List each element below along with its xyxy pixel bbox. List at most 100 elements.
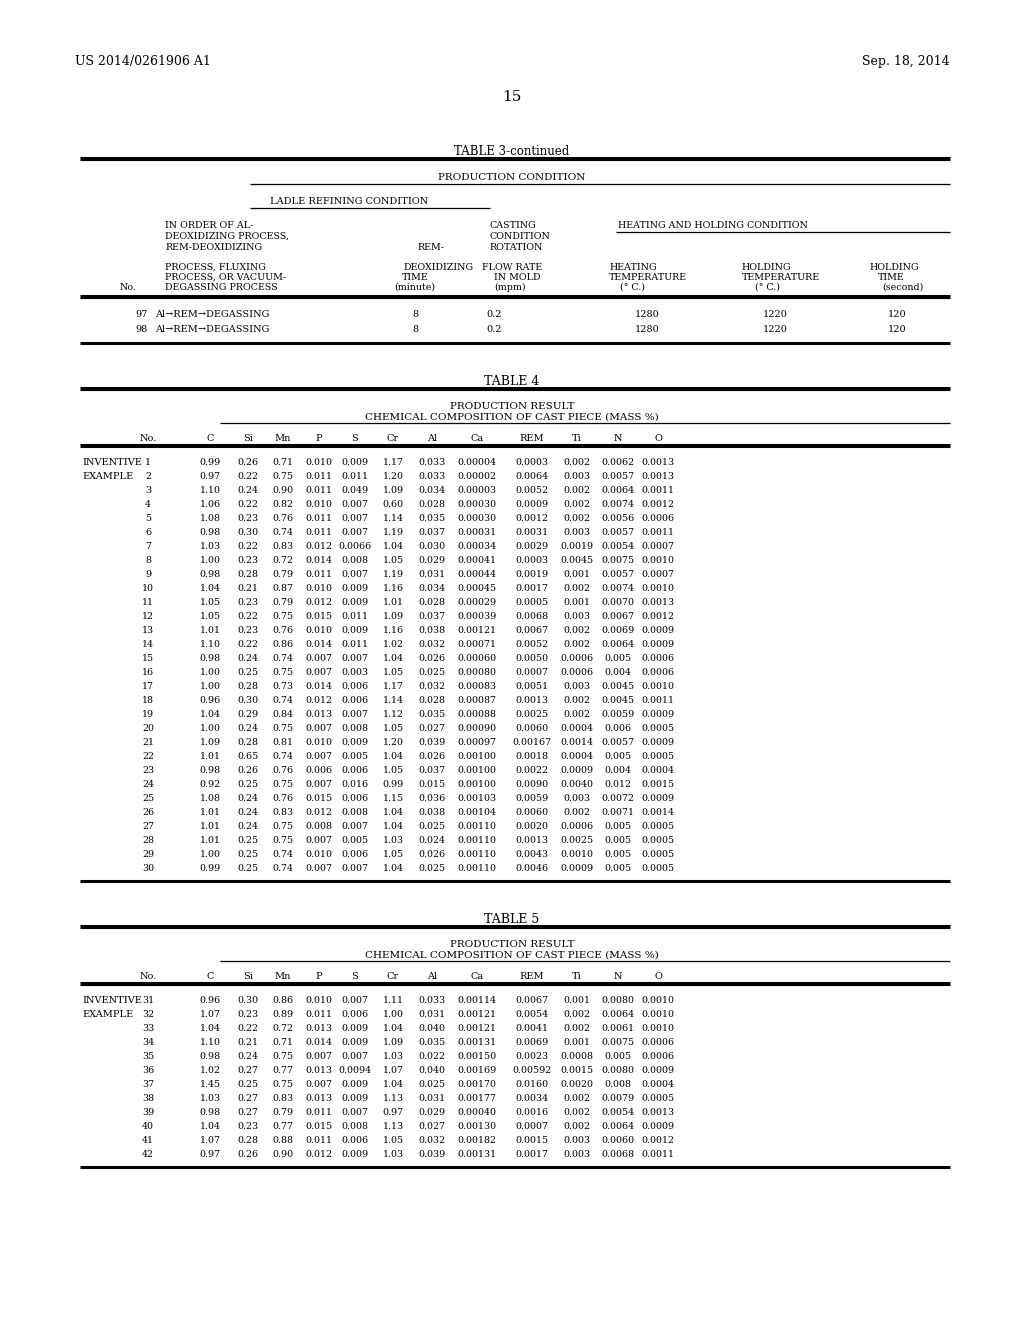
Text: LADLE REFINING CONDITION: LADLE REFINING CONDITION bbox=[270, 197, 428, 206]
Text: 20: 20 bbox=[142, 723, 154, 733]
Text: 0.014: 0.014 bbox=[305, 640, 333, 649]
Text: 0.0054: 0.0054 bbox=[601, 543, 635, 550]
Text: 0.0015: 0.0015 bbox=[515, 1137, 549, 1144]
Text: 0.030: 0.030 bbox=[419, 543, 445, 550]
Text: 0.0068: 0.0068 bbox=[515, 612, 549, 620]
Text: 0.77: 0.77 bbox=[272, 1067, 294, 1074]
Text: 0.0062: 0.0062 bbox=[601, 458, 635, 467]
Text: 0.23: 0.23 bbox=[238, 556, 259, 565]
Text: 0.0029: 0.0029 bbox=[515, 543, 549, 550]
Text: 0.0025: 0.0025 bbox=[560, 836, 594, 845]
Text: 0.012: 0.012 bbox=[305, 808, 333, 817]
Text: 0.035: 0.035 bbox=[419, 513, 445, 523]
Text: IN MOLD: IN MOLD bbox=[494, 273, 541, 282]
Text: Mn: Mn bbox=[274, 434, 291, 444]
Text: 0.014: 0.014 bbox=[305, 1038, 333, 1047]
Text: 0.77: 0.77 bbox=[272, 1122, 294, 1131]
Text: 1.00: 1.00 bbox=[200, 682, 220, 690]
Text: 0.26: 0.26 bbox=[238, 458, 259, 467]
Text: 0.24: 0.24 bbox=[238, 653, 258, 663]
Text: 0.00592: 0.00592 bbox=[512, 1067, 552, 1074]
Text: Al→REM→DEGASSING: Al→REM→DEGASSING bbox=[155, 325, 269, 334]
Text: 0.011: 0.011 bbox=[341, 640, 369, 649]
Text: Si: Si bbox=[243, 972, 253, 981]
Text: 0.79: 0.79 bbox=[272, 1107, 294, 1117]
Text: 0.0066: 0.0066 bbox=[338, 543, 372, 550]
Text: 1.08: 1.08 bbox=[200, 513, 220, 523]
Text: 0.011: 0.011 bbox=[305, 486, 333, 495]
Text: 0.22: 0.22 bbox=[238, 640, 258, 649]
Text: Al: Al bbox=[427, 434, 437, 444]
Text: 1.19: 1.19 bbox=[382, 570, 403, 579]
Text: 0.25: 0.25 bbox=[238, 780, 259, 789]
Text: 0.00110: 0.00110 bbox=[458, 850, 497, 859]
Text: 0.002: 0.002 bbox=[563, 696, 591, 705]
Text: 39: 39 bbox=[142, 1107, 155, 1117]
Text: 0.86: 0.86 bbox=[272, 640, 294, 649]
Text: 0.0074: 0.0074 bbox=[601, 500, 635, 510]
Text: 21: 21 bbox=[142, 738, 154, 747]
Text: 0.0005: 0.0005 bbox=[641, 723, 675, 733]
Text: 0.028: 0.028 bbox=[419, 598, 445, 607]
Text: 0.0069: 0.0069 bbox=[601, 626, 635, 635]
Text: 0.002: 0.002 bbox=[563, 1094, 591, 1104]
Text: 0.0009: 0.0009 bbox=[641, 1067, 675, 1074]
Text: 120: 120 bbox=[888, 310, 906, 319]
Text: 0.002: 0.002 bbox=[563, 640, 591, 649]
Text: 38: 38 bbox=[142, 1094, 154, 1104]
Text: 17: 17 bbox=[142, 682, 154, 690]
Text: 0.72: 0.72 bbox=[272, 1024, 294, 1034]
Text: 0.00087: 0.00087 bbox=[458, 696, 497, 705]
Text: 1.13: 1.13 bbox=[382, 1094, 403, 1104]
Text: 0.0067: 0.0067 bbox=[515, 997, 549, 1005]
Text: 35: 35 bbox=[142, 1052, 155, 1061]
Text: 0.0007: 0.0007 bbox=[641, 570, 675, 579]
Text: 0.0045: 0.0045 bbox=[601, 696, 635, 705]
Text: 0.0004: 0.0004 bbox=[641, 1080, 675, 1089]
Text: 0.00110: 0.00110 bbox=[458, 822, 497, 832]
Text: (minute): (minute) bbox=[394, 282, 435, 292]
Text: 0.0006: 0.0006 bbox=[641, 513, 675, 523]
Text: 0.0004: 0.0004 bbox=[560, 752, 594, 762]
Text: 0.00169: 0.00169 bbox=[458, 1067, 497, 1074]
Text: 0.013: 0.013 bbox=[305, 710, 333, 719]
Text: 0.00114: 0.00114 bbox=[458, 997, 497, 1005]
Text: 0.012: 0.012 bbox=[305, 598, 333, 607]
Text: 0.013: 0.013 bbox=[305, 1067, 333, 1074]
Text: 0.009: 0.009 bbox=[341, 598, 369, 607]
Text: 0.002: 0.002 bbox=[563, 710, 591, 719]
Text: 0.99: 0.99 bbox=[200, 865, 220, 873]
Text: 0.005: 0.005 bbox=[604, 1052, 632, 1061]
Text: 0.00030: 0.00030 bbox=[458, 513, 497, 523]
Text: 0.0023: 0.0023 bbox=[515, 1052, 549, 1061]
Text: 0.0006: 0.0006 bbox=[641, 668, 675, 677]
Text: 0.26: 0.26 bbox=[238, 1150, 259, 1159]
Text: 0.0057: 0.0057 bbox=[601, 473, 635, 480]
Text: 0.0067: 0.0067 bbox=[515, 626, 549, 635]
Text: 1.05: 1.05 bbox=[382, 668, 403, 677]
Text: C: C bbox=[206, 972, 214, 981]
Text: 0.002: 0.002 bbox=[563, 486, 591, 495]
Text: 0.0072: 0.0072 bbox=[601, 795, 635, 803]
Text: 0.0060: 0.0060 bbox=[601, 1137, 635, 1144]
Text: 0.22: 0.22 bbox=[238, 543, 258, 550]
Text: EXAMPLE: EXAMPLE bbox=[82, 1010, 133, 1019]
Text: 0.032: 0.032 bbox=[419, 640, 445, 649]
Text: 0.00110: 0.00110 bbox=[458, 836, 497, 845]
Text: 0.0010: 0.0010 bbox=[560, 850, 594, 859]
Text: 18: 18 bbox=[142, 696, 154, 705]
Text: 27: 27 bbox=[142, 822, 154, 832]
Text: 0.0017: 0.0017 bbox=[515, 1150, 549, 1159]
Text: Ti: Ti bbox=[572, 434, 582, 444]
Text: CONDITION: CONDITION bbox=[490, 232, 551, 242]
Text: (mpm): (mpm) bbox=[494, 282, 525, 292]
Text: 0.002: 0.002 bbox=[563, 626, 591, 635]
Text: O: O bbox=[654, 434, 662, 444]
Text: 0.0079: 0.0079 bbox=[601, 1094, 635, 1104]
Text: 1.06: 1.06 bbox=[200, 500, 220, 510]
Text: 0.0074: 0.0074 bbox=[601, 583, 635, 593]
Text: 0.007: 0.007 bbox=[305, 752, 333, 762]
Text: 0.029: 0.029 bbox=[419, 1107, 445, 1117]
Text: O: O bbox=[654, 972, 662, 981]
Text: 0.0046: 0.0046 bbox=[515, 865, 549, 873]
